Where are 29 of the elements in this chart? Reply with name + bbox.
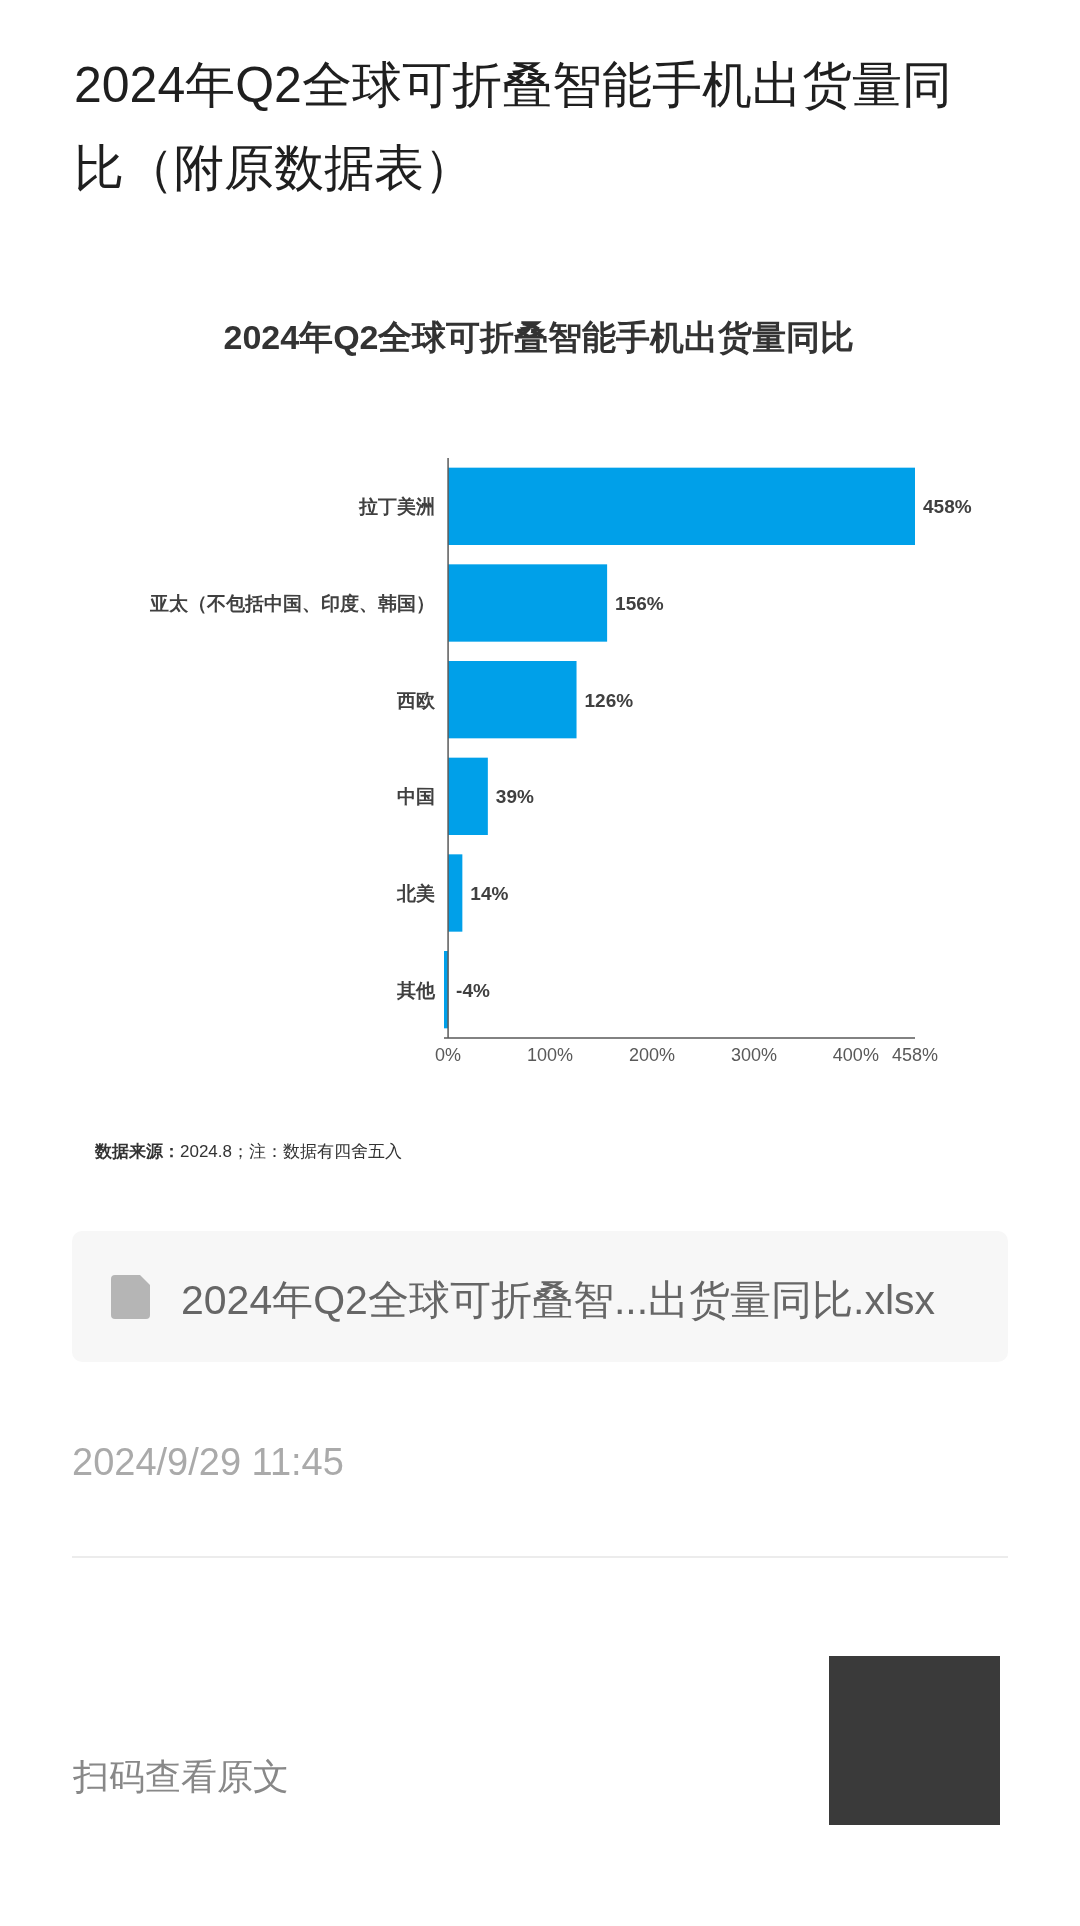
data-label: 14% — [470, 882, 509, 904]
text: 数据来源：2024.8；注：数据有四舍五入 — [94, 1141, 402, 1161]
data-label: 156% — [615, 592, 664, 614]
y-tick-label: 北美 — [396, 882, 435, 904]
text: 扫码查看原文 — [72, 1755, 289, 1797]
bar — [448, 661, 577, 739]
y-tick-label: 其他 — [396, 979, 436, 1001]
bar — [448, 854, 463, 932]
bar — [448, 757, 488, 835]
x-tick-label: 0% — [435, 1045, 462, 1065]
text: 2024年Q2全球可折叠智...出货量同比.xlsx — [181, 1277, 936, 1323]
data-label: 458% — [923, 495, 972, 517]
y-tick-label: 西欧 — [396, 689, 436, 711]
y-tick-label: 亚太（不包括中国、印度、韩国） — [149, 592, 435, 614]
y-tick-label: 拉丁美洲 — [358, 495, 435, 517]
data-label: 39% — [495, 785, 534, 807]
bar — [448, 467, 915, 545]
bar — [448, 564, 608, 642]
text: 2024/9/29 11:45 — [72, 1441, 344, 1483]
chart-subtitle: 2024年Q2全球可折叠智能手机出货量同比 — [223, 318, 855, 356]
x-tick-label: 100% — [527, 1045, 574, 1065]
x-tick-label: 458% — [891, 1045, 939, 1065]
data-label: 126% — [584, 689, 634, 711]
y-tick-label: 中国 — [397, 785, 435, 807]
x-tick-label: 400% — [832, 1045, 879, 1065]
data-label: -4% — [456, 979, 490, 1001]
x-tick-label: 200% — [628, 1045, 675, 1065]
x-tick-label: 300% — [730, 1045, 777, 1065]
chart-title: 2024年Q2全球可折叠智能手机出货量同比（附原数据表） — [74, 56, 953, 198]
